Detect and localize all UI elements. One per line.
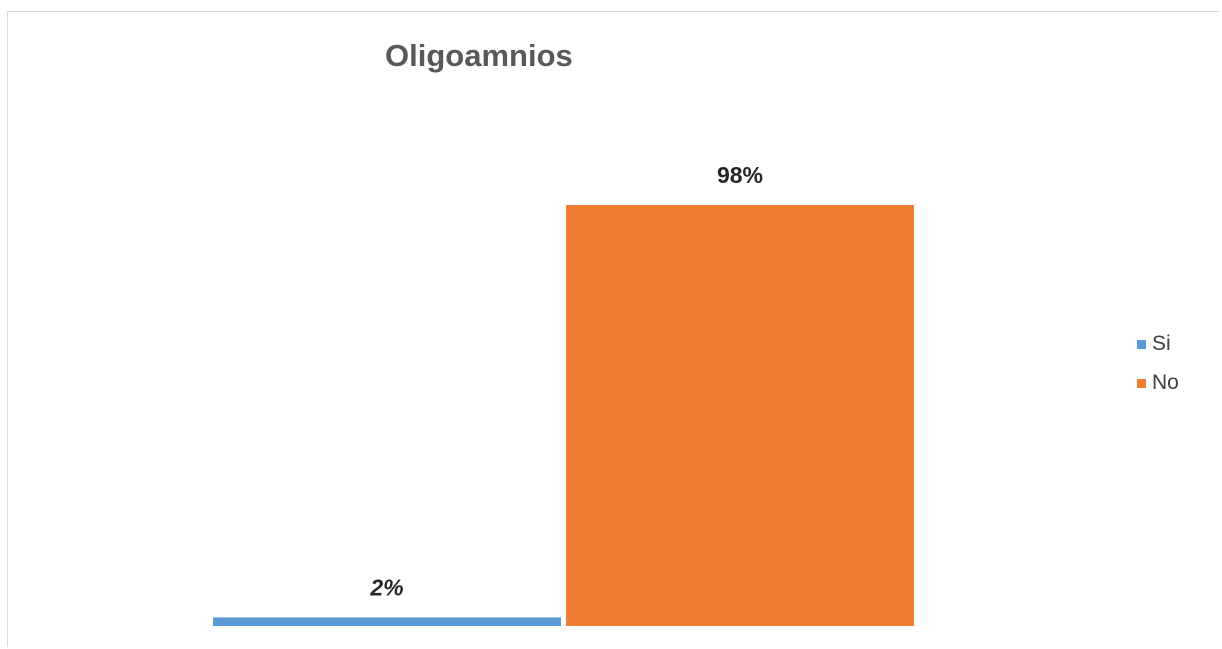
legend: Si No (1137, 331, 1179, 409)
chart-frame (7, 11, 1219, 647)
chart-title: Oligoamnios (385, 38, 573, 73)
legend-swatch-no (1137, 378, 1146, 388)
legend-swatch-si (1137, 339, 1146, 349)
bar-si (213, 617, 561, 626)
data-label-si: 2% (369, 574, 403, 600)
bar-no (566, 205, 914, 626)
data-label-no: 98% (717, 162, 763, 188)
legend-item-no: No (1137, 370, 1179, 396)
legend-label-no: No (1152, 371, 1179, 394)
legend-label-si: Si (1152, 332, 1171, 355)
legend-item-si: Si (1137, 331, 1179, 357)
